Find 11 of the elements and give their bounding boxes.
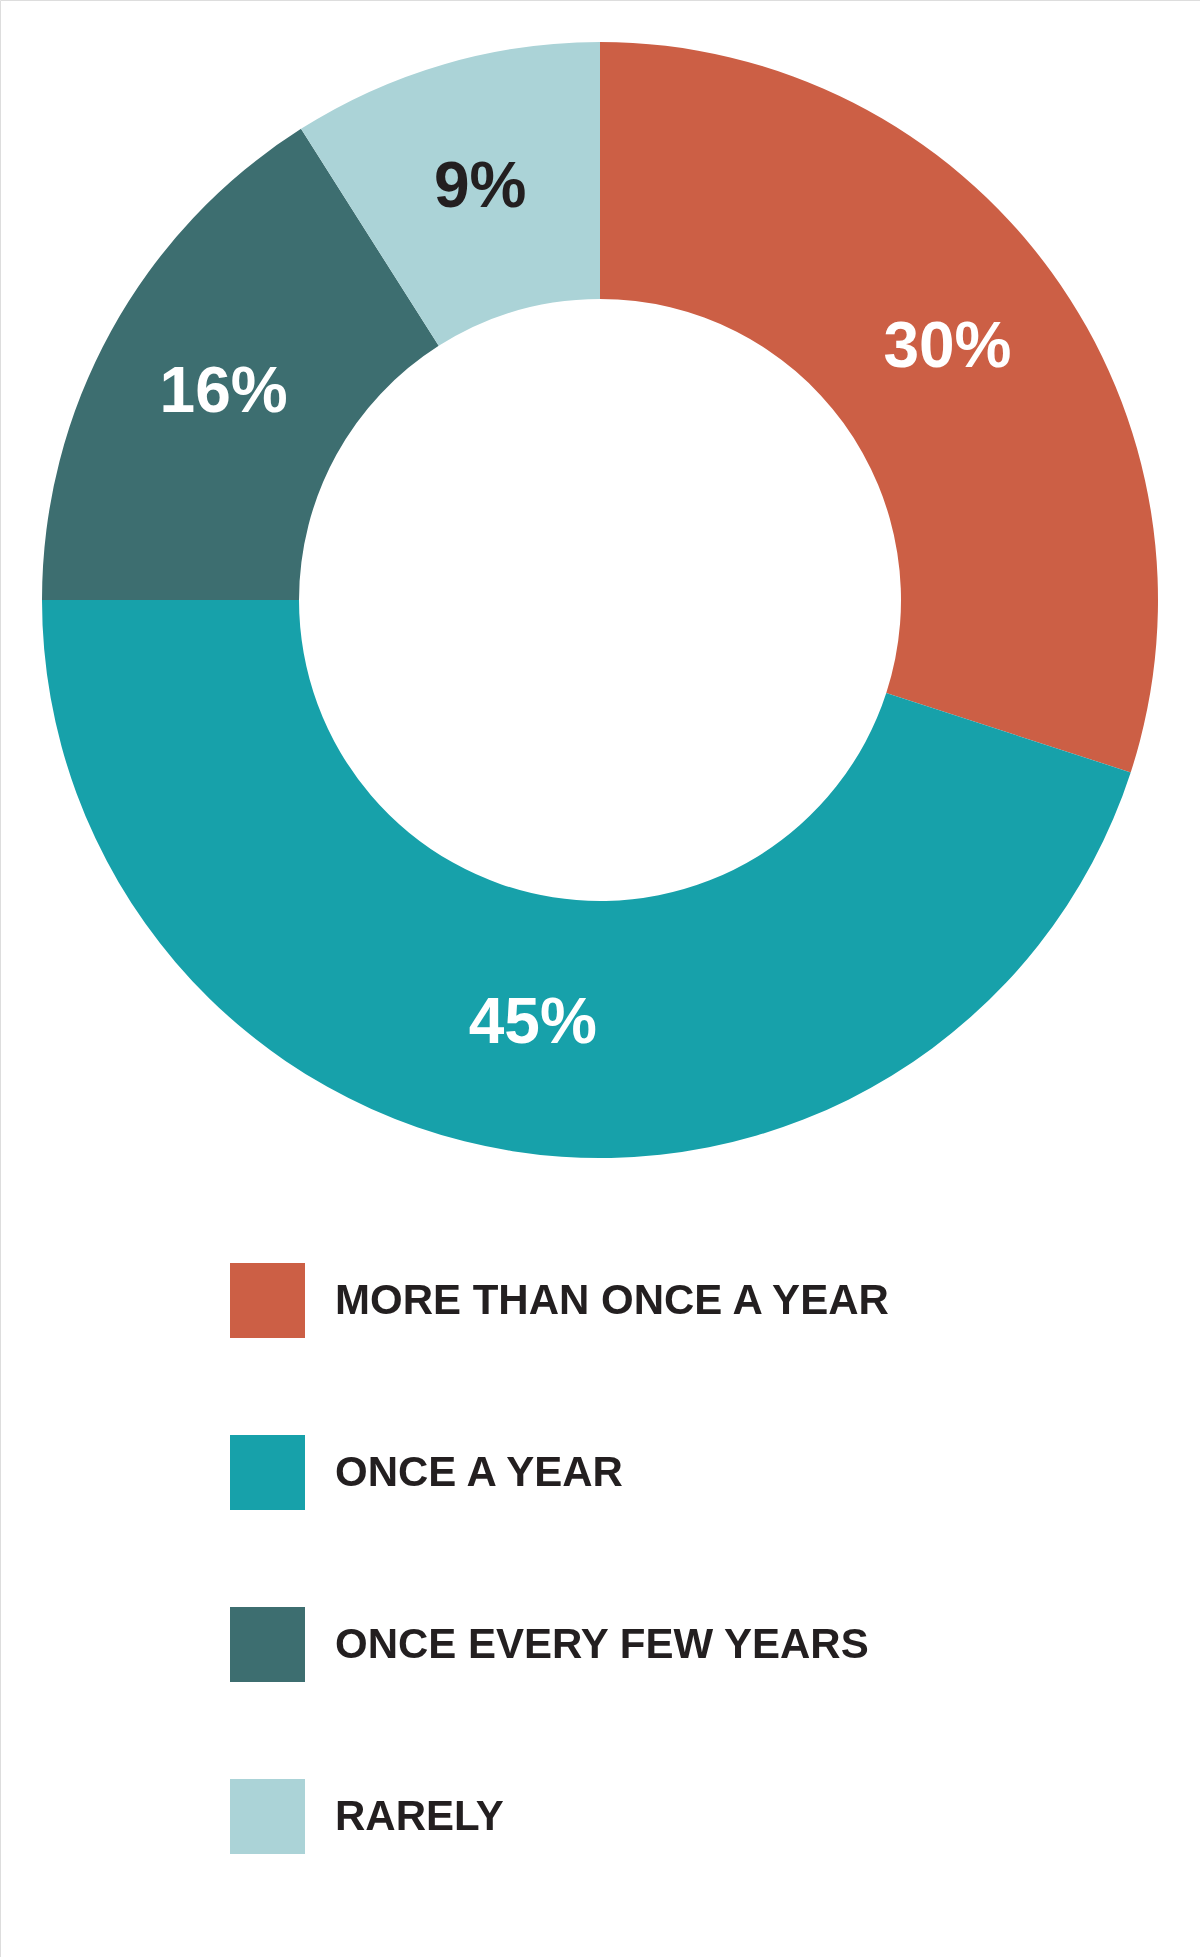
data-label: 9% bbox=[433, 148, 527, 221]
data-label: 45% bbox=[468, 985, 597, 1058]
data-label: 30% bbox=[883, 308, 1012, 381]
legend-label: ONCE A YEAR bbox=[335, 1447, 623, 1495]
legend-label: RARELY bbox=[335, 1791, 504, 1839]
donut-slice bbox=[301, 42, 600, 346]
donut-slice bbox=[42, 600, 1131, 1158]
legend-label: ONCE EVERY FEW YEARS bbox=[335, 1619, 869, 1667]
donut-slice bbox=[600, 42, 1157, 773]
data-label: 16% bbox=[159, 354, 288, 427]
legend-label: MORE THAN ONCE A YEAR bbox=[335, 1275, 889, 1323]
